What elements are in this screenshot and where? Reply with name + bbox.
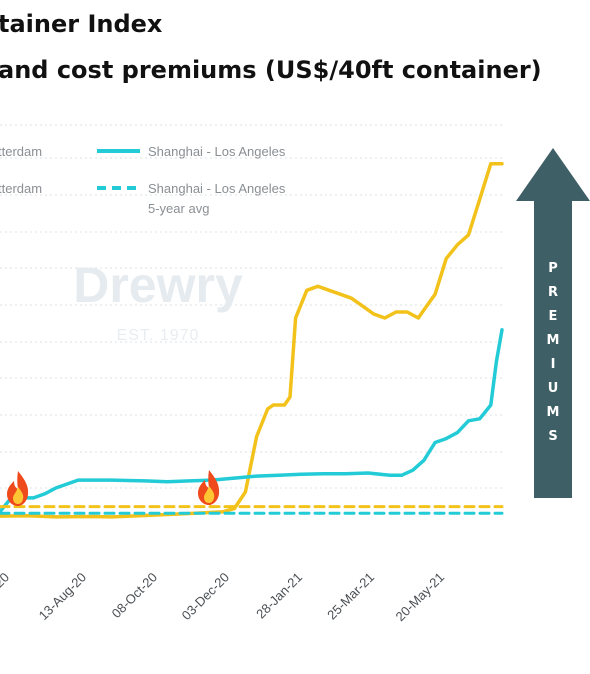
series-group — [0, 161, 504, 519]
premiums-letter: P — [548, 261, 558, 276]
chart-subtitle: and cost premiums (US$/40ft container) — [0, 56, 542, 84]
legend-label-yellow: tterdam — [0, 144, 42, 159]
x-tick-label: 20 — [0, 570, 12, 591]
premiums-letter: U — [548, 381, 559, 396]
gridlines — [0, 124, 505, 489]
x-tick-label: 20-May-21 — [393, 570, 448, 625]
series-line-1 — [0, 328, 504, 514]
premiums-letter: M — [547, 405, 560, 420]
watermark-logo: Drewry — [73, 257, 243, 313]
legend-label-cyan-avg: Shanghai - Los Angeles — [148, 181, 286, 196]
premiums-letter: M — [547, 333, 560, 348]
x-tick-label: 25-Mar-21 — [324, 570, 377, 623]
fire-icon — [7, 471, 29, 506]
legend-label-cyan-avg-line2: 5-year avg — [148, 201, 209, 216]
premiums-letter: E — [549, 309, 558, 324]
watermark-est: EST. 1970 — [117, 327, 200, 344]
x-axis-ticks: 20 13-Aug-20 08-Oct-20 03-Dec-20 28-Jan-21 25… — [0, 570, 447, 625]
legend: tterdam Shanghai - Los Angeles tterdam S… — [0, 144, 286, 216]
premiums-letter: S — [548, 429, 557, 444]
legend-label-yellow-avg: tterdam — [0, 181, 42, 196]
premiums-arrow — [516, 148, 590, 498]
series-line-0 — [0, 161, 504, 519]
premiums-letter: R — [548, 285, 558, 300]
chart-title: tainer Index — [0, 10, 163, 38]
x-tick-label: 08-Oct-20 — [109, 570, 160, 621]
legend-label-cyan: Shanghai - Los Angeles — [148, 144, 286, 159]
x-tick-label: 13-Aug-20 — [36, 570, 90, 624]
fire-icon — [198, 470, 220, 505]
x-tick-label: 28-Jan-21 — [253, 570, 305, 622]
x-tick-label: 03-Dec-20 — [179, 570, 233, 624]
premiums-letter: I — [551, 357, 556, 372]
